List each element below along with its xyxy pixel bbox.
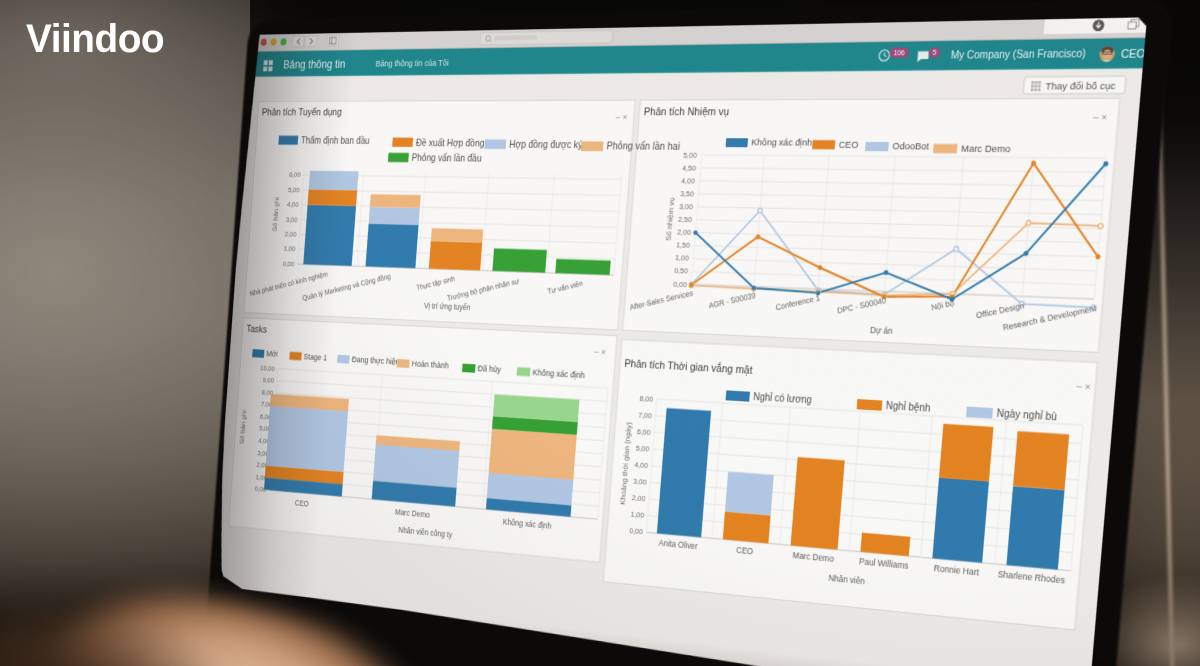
svg-text:×: ×: [601, 346, 607, 357]
svg-text:9,00: 9,00: [262, 377, 274, 386]
svg-text:Bảng thông tin: Bảng thông tin: [283, 59, 346, 72]
svg-text:Thay đổi bố cục: Thay đổi bố cục: [1045, 80, 1116, 92]
svg-text:CEO: CEO: [838, 139, 859, 151]
svg-text:0,00: 0,00: [673, 280, 688, 289]
svg-text:Tasks: Tasks: [246, 323, 268, 335]
svg-text:CEO: CEO: [295, 500, 309, 509]
svg-text:5,00: 5,00: [683, 151, 698, 160]
svg-text:3,00: 3,00: [633, 478, 648, 488]
svg-text:2,00: 2,00: [285, 231, 298, 239]
svg-text:Stage 1: Stage 1: [303, 351, 327, 362]
svg-text:4,50: 4,50: [682, 164, 697, 173]
svg-text:OdooBot: OdooBot: [892, 141, 931, 153]
svg-text:6,00: 6,00: [289, 172, 302, 180]
svg-text:Thẩm định ban đầu: Thẩm định ban đầu: [301, 134, 371, 146]
svg-text:2,50: 2,50: [678, 216, 693, 225]
svg-text:Hoàn thành: Hoàn thành: [411, 359, 449, 372]
svg-text:106: 106: [893, 50, 905, 58]
svg-text:My Company (San Francisco): My Company (San Francisco): [950, 48, 1086, 62]
svg-text:1,50: 1,50: [676, 242, 691, 251]
svg-text:CEO: CEO: [1120, 47, 1146, 61]
svg-text:5,00: 5,00: [288, 186, 301, 194]
svg-text:1,00: 1,00: [630, 511, 645, 521]
svg-text:Dự án: Dự án: [869, 327, 893, 337]
svg-text:×: ×: [1101, 111, 1108, 123]
svg-text:3,50: 3,50: [680, 190, 695, 199]
svg-text:Phỏng vấn lần đầu: Phỏng vấn lần đầu: [411, 152, 482, 164]
svg-text:Đề xuất Hợp đồng: Đề xuất Hợp đồng: [416, 136, 486, 148]
svg-text:Phỏng vấn lần hai: Phỏng vấn lần hai: [606, 140, 680, 153]
svg-text:5: 5: [932, 50, 936, 58]
svg-text:3,00: 3,00: [679, 203, 694, 212]
svg-text:CEO: CEO: [736, 547, 753, 557]
svg-text:0,00: 0,00: [629, 527, 644, 537]
svg-text:4,00: 4,00: [287, 201, 300, 209]
svg-text:Đã hủy: Đã hủy: [477, 363, 501, 375]
svg-text:4,00: 4,00: [681, 177, 696, 186]
svg-text:Marc Demo: Marc Demo: [961, 143, 1011, 155]
svg-text:7,00: 7,00: [638, 411, 653, 420]
svg-text:Phân tích Nhiệm vụ: Phân tích Nhiệm vụ: [643, 105, 729, 117]
svg-text:×: ×: [1084, 381, 1091, 393]
svg-text:8,00: 8,00: [639, 394, 654, 403]
svg-text:×: ×: [622, 112, 628, 123]
svg-text:Hợp đồng được ký: Hợp đồng được ký: [509, 138, 584, 150]
svg-text:10,00: 10,00: [260, 364, 276, 373]
svg-text:Bảng thông tin của Tôi: Bảng thông tin của Tôi: [375, 58, 449, 69]
svg-text:2,00: 2,00: [677, 229, 692, 238]
svg-text:5,00: 5,00: [635, 444, 650, 454]
svg-text:Mới: Mới: [266, 349, 278, 360]
svg-text:6,00: 6,00: [637, 428, 652, 437]
svg-text:0,00: 0,00: [282, 260, 295, 268]
svg-text:Không xác định: Không xác định: [751, 137, 813, 149]
svg-text:3,00: 3,00: [286, 216, 299, 224]
svg-text:4,00: 4,00: [634, 461, 649, 471]
svg-text:2,00: 2,00: [632, 494, 647, 504]
svg-text:0,50: 0,50: [674, 267, 689, 276]
svg-text:1,00: 1,00: [283, 246, 296, 254]
svg-text:Phân tích Tuyển dụng: Phân tích Tuyển dụng: [261, 106, 342, 117]
svg-text:1,00: 1,00: [675, 254, 690, 263]
